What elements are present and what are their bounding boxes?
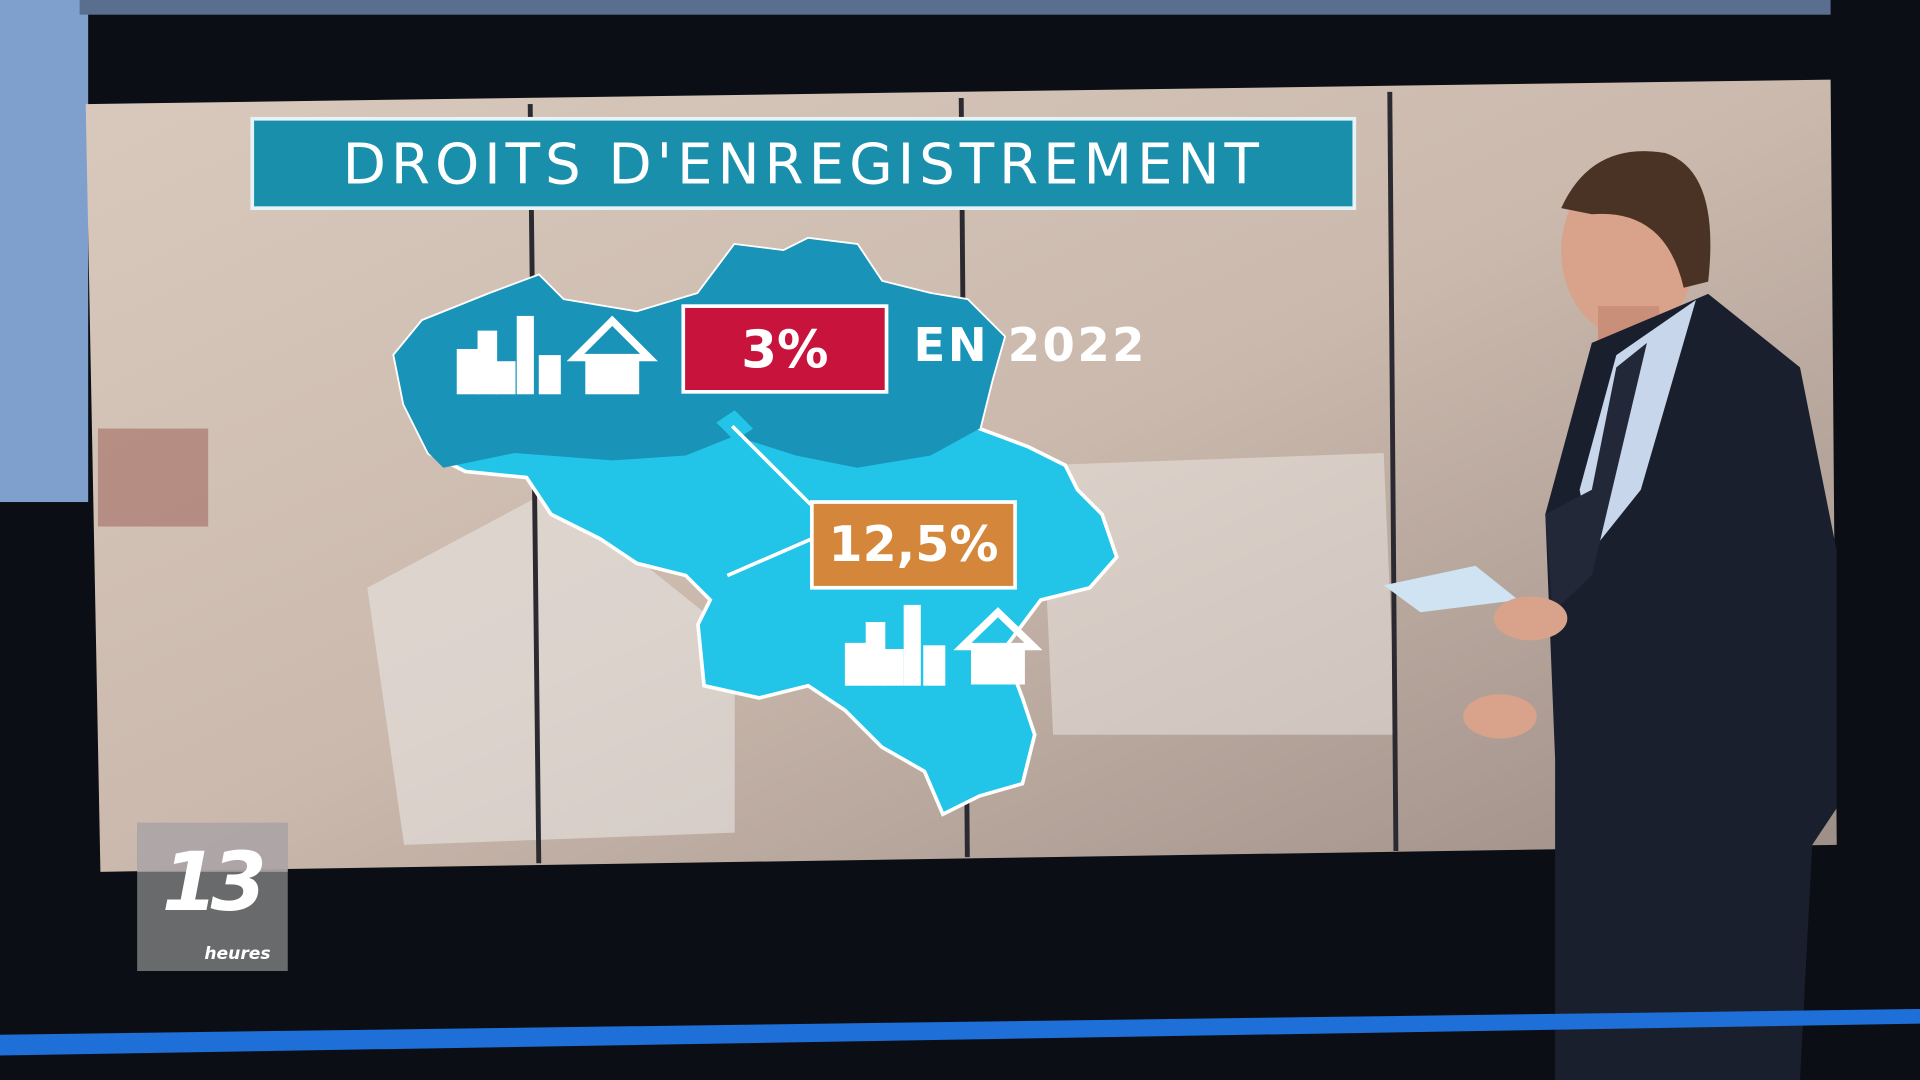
house-icon [566, 315, 658, 395]
presenter [1383, 151, 1837, 1080]
channel-logo: 13 heures [137, 822, 288, 972]
top-light [79, 0, 1831, 15]
document-photo [1040, 453, 1396, 735]
logo-number: 13 [162, 836, 263, 930]
flanders-rate: 3% [741, 320, 828, 380]
flanders-rate-badge [681, 304, 889, 394]
brussels-region [716, 410, 754, 441]
house-icon [953, 607, 1043, 685]
stage-light-strip [0, 1008, 1920, 1056]
flanders-year: EN 2022 [913, 318, 1147, 372]
title-banner [250, 116, 1357, 210]
wallonia-rate: 12,5% [829, 516, 999, 573]
house-photo [367, 489, 735, 845]
side-screen [0, 0, 89, 503]
background-object [97, 428, 209, 527]
pointer-line [726, 537, 813, 578]
city-icon [456, 315, 561, 395]
graphic-title: DROITS D'ENREGISTREMENT [343, 133, 1264, 198]
city-icon [844, 604, 946, 686]
pointer-line [730, 424, 812, 506]
wall-divider [1387, 91, 1399, 852]
wallonia-rate-badge [810, 500, 1017, 590]
logo-subtitle: heures [204, 944, 270, 964]
